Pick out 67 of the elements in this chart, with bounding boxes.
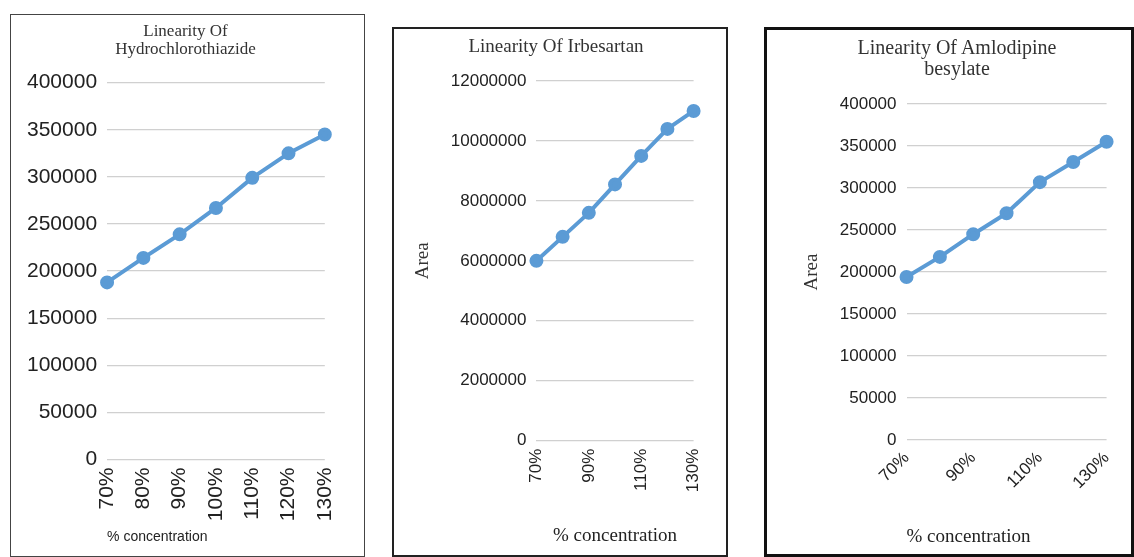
point (136, 250, 151, 265)
x-tick-label: 130% (311, 467, 335, 522)
y-axis-title: Area (800, 252, 822, 291)
y-axis-title: Area (411, 241, 433, 280)
y-tick-label: 50000 (38, 399, 98, 423)
point (660, 121, 675, 136)
y-tick-label: 150000 (839, 303, 897, 323)
point (100, 275, 115, 290)
y-tick-label: 200000 (839, 261, 897, 281)
x-axis-title: % concentration (107, 528, 208, 545)
x-axis-title: % concentration (906, 524, 1031, 546)
y-tick-label: 300000 (839, 177, 897, 197)
point (608, 177, 623, 192)
x-axis-title: % concentration (553, 523, 678, 545)
y-tick-label: 50000 (849, 387, 897, 407)
x-tick-label: 100% (202, 467, 226, 522)
chart-title: Linearity Of Amlodipine besylate (857, 35, 1057, 80)
chart-title: Linearity Of Hydrochlorothiazide (115, 21, 256, 59)
y-tick-label: 100000 (27, 352, 98, 376)
y-tick-label: 12000000 (450, 70, 527, 90)
y-tick-label: 400000 (839, 93, 897, 113)
y-tick-label: 250000 (839, 219, 897, 239)
y-tick-label: 0 (887, 429, 897, 449)
y-tick-label: 300000 (27, 163, 98, 187)
point (999, 206, 1014, 221)
y-tick-label: 10000000 (450, 130, 527, 150)
x-tick-label: 120% (275, 467, 299, 522)
point (634, 148, 649, 163)
y-tick-label: 4000000 (460, 310, 527, 330)
y-tick-label: 0 (516, 430, 527, 450)
y-tick-label: 8000000 (460, 190, 527, 210)
y-tick-label: 350000 (839, 135, 897, 155)
x-tick-label: 90% (941, 447, 980, 486)
point (966, 227, 981, 242)
y-tick-label: 200000 (27, 257, 98, 281)
x-tick-label: 130% (683, 448, 703, 493)
point (172, 227, 187, 242)
point (899, 270, 914, 285)
point (581, 205, 596, 220)
x-tick-label: 70% (526, 448, 546, 483)
x-tick-label: 110% (630, 448, 650, 491)
chart-title: Linearity Of Irbesartan (468, 34, 645, 56)
point (208, 200, 223, 215)
point (555, 229, 570, 244)
point (245, 170, 260, 185)
y-tick-label: 250000 (27, 210, 98, 234)
point (932, 249, 947, 264)
x-tick-label: 80% (130, 467, 154, 510)
x-tick-label: 110% (239, 467, 263, 520)
point (317, 127, 332, 142)
y-tick-label: 0 (85, 446, 98, 470)
x-tick-label: 70% (875, 447, 913, 486)
x-tick-label: 90% (578, 448, 598, 483)
y-tick-label: 350000 (27, 116, 98, 140)
y-tick-label: 150000 (27, 304, 98, 328)
point (1099, 134, 1114, 149)
x-tick-label: 70% (93, 467, 117, 510)
point (686, 103, 701, 118)
y-tick-label: 2000000 (460, 370, 527, 390)
point (281, 146, 296, 161)
point (1032, 175, 1047, 190)
point (1066, 154, 1081, 169)
y-tick-label: 400000 (27, 69, 98, 93)
y-tick-label: 6000000 (460, 250, 527, 270)
y-tick-label: 100000 (839, 345, 897, 365)
point (529, 253, 544, 268)
x-tick-label: 90% (166, 467, 190, 510)
